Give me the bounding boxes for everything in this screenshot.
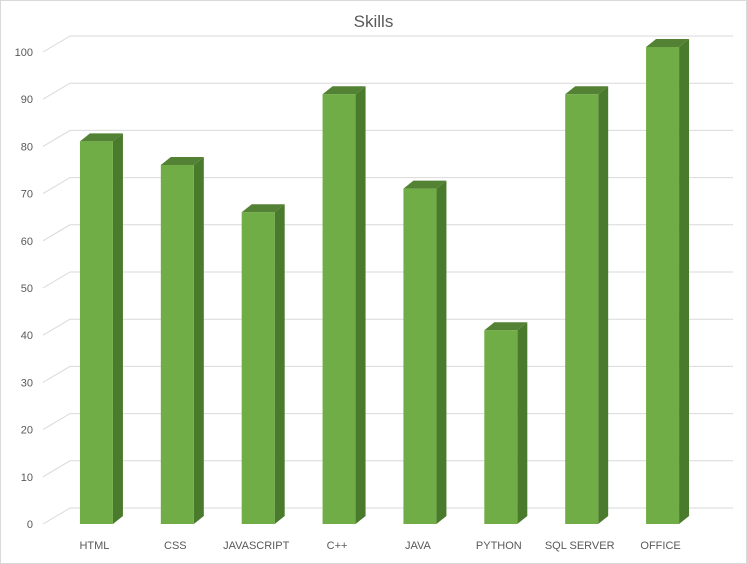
bar-top	[484, 322, 528, 331]
bar-top	[646, 39, 690, 47]
y-tick-label: 40	[21, 330, 33, 342]
bar	[322, 86, 366, 524]
x-tick-label: HTML	[79, 540, 109, 552]
y-tick-label: 100	[15, 47, 33, 59]
bar-front	[484, 330, 518, 524]
bar	[403, 180, 447, 524]
bar-top	[322, 86, 366, 95]
x-tick-label: CSS	[164, 540, 187, 552]
bar-top	[403, 180, 447, 189]
y-tick-label: 70	[21, 189, 33, 201]
bar	[160, 157, 204, 524]
bar-front	[79, 141, 113, 524]
y-tick-label: 20	[21, 425, 33, 437]
y-tick-label: 90	[21, 94, 33, 106]
gridline	[42, 224, 733, 242]
gridline	[42, 460, 733, 478]
y-tick-label: 60	[21, 236, 33, 248]
bar-side	[193, 157, 204, 524]
bar-top	[160, 157, 204, 165]
gridline	[42, 507, 733, 525]
bar-side	[274, 204, 285, 524]
y-tick-label: 80	[21, 141, 33, 153]
bar-front	[403, 188, 437, 524]
bars	[79, 39, 690, 524]
x-tick-label: PYTHON	[476, 540, 522, 552]
gridline	[42, 177, 733, 195]
bar-side	[679, 39, 690, 524]
gridline	[42, 129, 733, 147]
y-tick-label: 10	[21, 472, 33, 484]
y-tick-label: 30	[21, 377, 33, 389]
gridline	[42, 365, 733, 383]
bar-side	[598, 86, 609, 524]
x-tick-label: C++	[327, 540, 348, 552]
bar-top	[565, 86, 609, 95]
bar-front	[565, 94, 599, 524]
bar	[484, 322, 528, 524]
y-tick-label: 0	[27, 519, 33, 531]
bar-front	[241, 212, 275, 524]
x-axis-ticks: HTML CSS JAVASCRIPT C++ JAVA PYTHON SQL SERVER…	[79, 540, 680, 552]
bar-side	[517, 322, 528, 524]
bar	[241, 204, 285, 524]
bar-front	[646, 47, 680, 524]
bar	[646, 39, 690, 524]
bar-front	[322, 94, 356, 524]
bar	[565, 86, 609, 524]
bar-side	[355, 86, 366, 524]
x-tick-label: JAVA	[405, 540, 432, 552]
y-tick-label: 50	[21, 283, 33, 295]
chart-title: Skills	[353, 12, 394, 31]
bar	[79, 133, 123, 524]
bar-top	[79, 133, 123, 142]
gridline	[42, 271, 733, 289]
x-tick-label: OFFICE	[640, 540, 680, 552]
y-axis-ticks: 0 10 20 30 40 50 60 70 80 90 100	[15, 47, 33, 531]
x-tick-label: JAVASCRIPT	[223, 540, 289, 552]
gridline	[42, 318, 733, 336]
gridline	[42, 35, 733, 53]
x-tick-label: SQL SERVER	[545, 540, 615, 552]
gridline	[42, 413, 733, 431]
bar-top	[241, 204, 285, 213]
bar-side	[112, 133, 123, 524]
bar-side	[436, 180, 447, 524]
bar-front	[160, 165, 194, 524]
gridline	[42, 82, 733, 100]
gridlines	[42, 35, 733, 525]
